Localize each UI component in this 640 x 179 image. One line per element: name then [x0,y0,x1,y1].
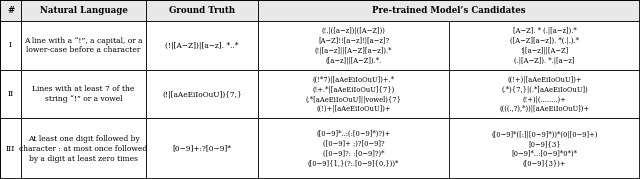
Bar [21,70,146,118]
Bar [21,118,146,179]
Text: ([0−9]*..:(:[0−9]*)?)+
([0−9]+ :)?[0−9]?
([0−9]?: :[0−9]?)*
([0−9]{1,}(?:.[0−9]{: ([0−9]*..:(:[0−9]*)?)+ ([0−9]+ :)?[0−9]?… [308,130,399,167]
Text: (!|[A−Z])|[a−z]. *..*: (!|[A−Z])|[a−z]. *..* [165,42,239,49]
Bar [0,21,21,70]
Text: Ground Truth: Ground Truth [169,6,235,15]
Bar [258,21,640,70]
Text: Lines with at least 7 of the
string “!” or a vowel: Lines with at least 7 of the string “!” … [33,85,134,103]
Bar [258,70,640,118]
Text: Natural Language: Natural Language [40,6,127,15]
Text: Pre-trained Model’s Candidates: Pre-trained Model’s Candidates [372,6,526,15]
Text: (!.|([a−z])|([A−Z]))
[A−Z]!![a−z]!|[a−z]?
(!|[a−z]||[A−Z][a−z]).*
([a−z]||[A−Z]): (!.|([a−z])|([A−Z])) [A−Z]!![a−z]!|[a−z]… [315,27,392,64]
Bar [0,0,21,21]
Text: ((!*7)|[aAeEiIoOuU])+.*
(!+.*|[aAeEiIoOuU]{7})
(.*[aAeEiIoOuU]||vowel){7}
((!)+|: ((!*7)|[aAeEiIoOuU])+.* (!+.*|[aAeEiIoOu… [305,76,401,113]
Text: (!|[aAeEiIoOuU]){7,}: (!|[aAeEiIoOuU]){7,} [162,90,242,98]
Bar [21,0,146,21]
Bar [146,21,258,70]
Bar [146,118,258,179]
Bar [146,70,258,118]
Text: ((!+)|[aAeEiIoOuU])+
(.*){7,}|(.*[aAeEiIoOuU])
(!+)|(........)+
((((.,?),*))|[aA: ((!+)|[aAeEiIoOuU])+ (.*){7,}|(.*[aAeEiI… [499,76,589,113]
Text: [0−9]+:?[0−9]*: [0−9]+:?[0−9]* [172,145,232,153]
Bar [258,0,640,21]
Text: III: III [6,145,15,153]
Text: [A−Z]. * (.|[a−z]).*
([A−Z][a−z]). *(.|.).*
!|[a−z]||[A−Z]
(.|[A−Z]). *.|[a−z]: [A−Z]. * (.|[a−z]).* ([A−Z][a−z]). *(.|.… [510,27,579,64]
Text: I: I [9,42,12,49]
Text: ([0−9]*([:]|[0−9]*))*(0|[0−9]+)
[0−9]{3}
[0−9]*..:[0−9]*0*)*
([0−9]{3})+: ([0−9]*([:]|[0−9]*))*(0|[0−9]+) [0−9]{3}… [492,130,598,167]
Bar [0,70,21,118]
Text: II: II [8,90,13,98]
Bar [146,0,258,21]
Bar [0,118,21,179]
Text: At least one digit followed by
character : at most once followed
by a digit at l: At least one digit followed by character… [19,135,148,163]
Bar [258,118,640,179]
Text: A line with a “!”, a capital, or a
lower-case before a character: A line with a “!”, a capital, or a lower… [24,37,143,54]
Bar [21,21,146,70]
Text: #: # [7,6,14,15]
